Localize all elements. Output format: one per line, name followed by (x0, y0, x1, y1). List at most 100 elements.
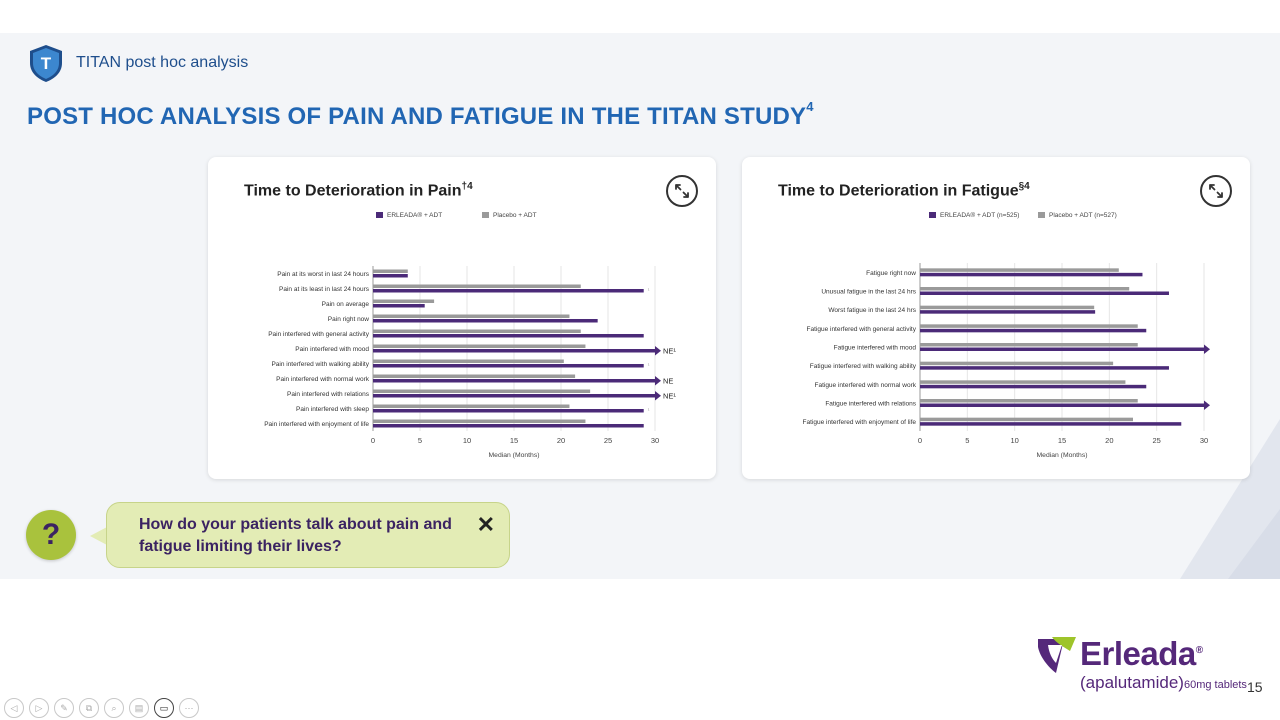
pain-bar-chart: ERLEADA® + ADT Placebo + ADT 0 5 10 15 20 25 30 M… (264, 211, 676, 459)
expand-icon (675, 184, 689, 198)
ne-arrow (1204, 400, 1210, 410)
fatigue-chart-title: Time to Deterioration in Fatigue§4 (778, 181, 1030, 200)
erleada-bar (920, 366, 1169, 370)
question-icon[interactable]: ? (26, 510, 76, 560)
placebo-bar (373, 389, 591, 393)
video-icon[interactable]: ▭ (154, 698, 174, 718)
expand-icon (1209, 184, 1223, 198)
x-tick-label: 15 (1058, 436, 1066, 445)
fatigue-chart-card: Time to Deterioration in Fatigue§4 ERLEA… (742, 157, 1250, 479)
erleada-bar (373, 334, 644, 338)
zoom-icon[interactable]: ⌕ (104, 698, 124, 718)
prev-icon[interactable]: ◁ (4, 698, 24, 718)
legend-label: ERLEADA® + ADT (387, 211, 442, 219)
fatigue-bar-chart: ERLEADA® + ADT (n=525) Placebo + ADT (n=5… (803, 211, 1210, 459)
legend-swatch (482, 212, 489, 218)
pen-icon[interactable]: ✎ (54, 698, 74, 718)
ne-arrow (655, 346, 661, 356)
placebo-bar (373, 284, 581, 288)
x-tick-label: 25 (604, 436, 612, 445)
ne-arrow (655, 391, 661, 401)
category-label: Pain interfered with relations (287, 391, 370, 398)
erleada-bar (373, 274, 408, 278)
brand-text: TITAN post hoc analysis (76, 54, 249, 71)
category-label: Fatigue interfered with enjoyment of lif… (803, 419, 917, 426)
erleada-bar (920, 328, 1147, 333)
legend-label: ERLEADA® + ADT (n=525) (940, 211, 1019, 219)
more-icon[interactable]: ⋯ (179, 698, 199, 718)
placebo-bar (373, 359, 564, 363)
placebo-bar (373, 344, 586, 348)
placebo-bar (920, 399, 1138, 403)
x-tick-label: 25 (1152, 436, 1160, 445)
pain-chart-title: Time to Deterioration in Pain†4 (244, 181, 473, 200)
brand-header: T TITAN post hoc analysis (26, 43, 248, 83)
erleada-bar (920, 422, 1182, 426)
erleada-bar (373, 364, 644, 368)
next-icon[interactable]: ▷ (29, 698, 49, 718)
category-label: Pain on average (322, 301, 370, 308)
category-label: Pain interfered with enjoyment of life (264, 421, 369, 428)
erleada-bar (920, 384, 1147, 389)
placebo-bar (920, 417, 1133, 422)
row-note: ¹ (648, 408, 650, 414)
callout-tail (90, 527, 107, 545)
shield-letter: T (41, 54, 52, 73)
category-label: Unusual fatigue in the last 24 hrs (821, 289, 916, 296)
legend-swatch (1038, 212, 1045, 218)
erleada-bar (373, 424, 644, 428)
logo-name-text: Erleada (1080, 635, 1196, 672)
category-label: Pain at its least in last 24 hours (279, 286, 370, 293)
erleada-bar (373, 409, 644, 413)
fatigue-expand-button[interactable] (1200, 175, 1232, 207)
placebo-bar (373, 404, 570, 408)
subtitles-icon[interactable]: ▤ (129, 698, 149, 718)
question-icon-glyph: ? (41, 518, 61, 551)
x-tick-label: 10 (463, 436, 471, 445)
category-label: Fatigue interfered with walking ability (810, 363, 917, 370)
x-tick-label: 0 (918, 436, 922, 445)
category-label: Pain interfered with general activity (268, 331, 370, 338)
x-axis-label: Median (Months) (489, 452, 540, 459)
logo-name: Erleada® (1080, 635, 1203, 673)
category-label: Pain right now (328, 316, 369, 323)
pain-expand-button[interactable] (666, 175, 698, 207)
category-label: Fatigue interfered with mood (834, 345, 917, 352)
row-note: ¹ (648, 363, 650, 369)
erleada-bar (920, 403, 1204, 407)
chart-legend: ERLEADA® + ADT (n=525) Placebo + ADT (n=5… (929, 211, 1117, 219)
ne-label: NE (663, 377, 673, 386)
titan-shield-icon: T (30, 45, 62, 82)
x-tick-label: 20 (1105, 436, 1113, 445)
category-label: Fatigue right now (866, 270, 916, 277)
logo-trademark: ® (1195, 645, 1203, 656)
placebo-bar (373, 314, 570, 318)
category-label: Pain at its worst in last 24 hours (277, 271, 370, 278)
erleada-logo: Erleada® (apalutamide)60mg tablets (1034, 633, 1247, 692)
category-label: Fatigue interfered with general activity (807, 326, 917, 333)
x-tick-label: 0 (371, 436, 375, 445)
chart-legend: ERLEADA® + ADT Placebo + ADT (376, 211, 537, 219)
category-label: Pain interfered with normal work (276, 376, 370, 383)
copy-icon[interactable]: ⧉ (79, 698, 99, 718)
erleada-bar (373, 289, 644, 293)
fatigue-chart-title-text: Time to Deterioration in Fatigue (778, 182, 1019, 200)
placebo-bar (373, 329, 581, 333)
x-tick-label: 30 (1200, 436, 1208, 445)
x-tick-label: 30 (651, 436, 659, 445)
erleada-bar (920, 310, 1096, 314)
legend-label: Placebo + ADT (493, 212, 537, 219)
x-tick-label: 5 (965, 436, 969, 445)
pain-chart-title-sup: †4 (461, 181, 473, 192)
erleada-bar (373, 394, 655, 398)
callout-close-button[interactable]: ✕ (476, 512, 495, 537)
ne-arrow (1204, 344, 1210, 354)
page-number: 15 (1247, 679, 1263, 695)
x-tick-label: 15 (510, 436, 518, 445)
erleada-bar (373, 319, 598, 323)
legend-label: Placebo + ADT (n=527) (1049, 212, 1117, 219)
category-label: Fatigue interfered with normal work (814, 382, 916, 389)
page-title-text: POST HOC ANALYSIS OF PAIN AND FATIGUE IN… (27, 103, 807, 130)
erleada-bar (373, 304, 425, 308)
ne-label: NE¹ (663, 392, 676, 401)
